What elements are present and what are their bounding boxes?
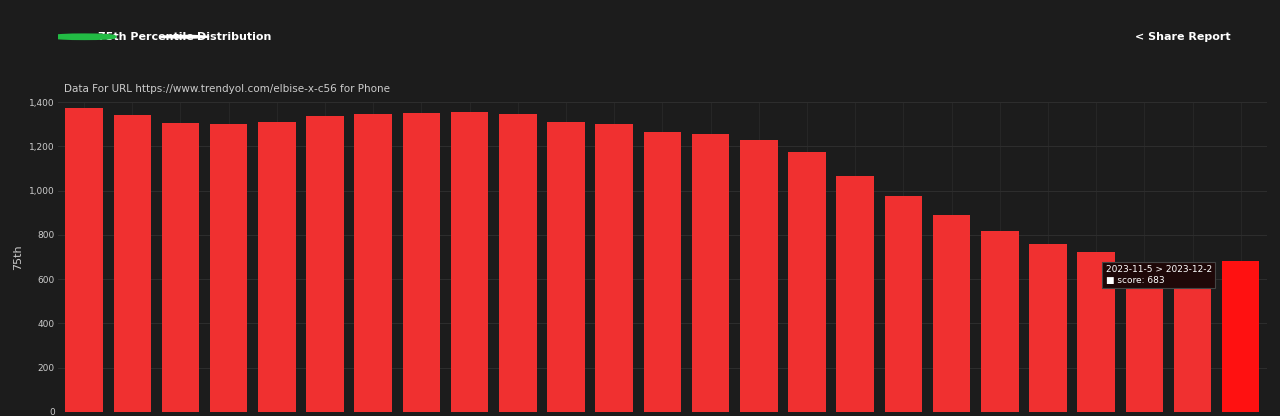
Text: Distribution: Distribution — [197, 32, 271, 42]
Bar — [259, 122, 296, 412]
Bar — [548, 122, 585, 412]
Bar — [1125, 288, 1164, 412]
Bar — [691, 134, 730, 412]
Bar — [933, 215, 970, 412]
Bar — [451, 112, 489, 412]
Circle shape — [160, 35, 209, 38]
Text: 75th Percentile: 75th Percentile — [97, 32, 193, 42]
Bar — [355, 114, 392, 412]
Bar — [644, 132, 681, 412]
Bar — [499, 114, 536, 412]
Bar — [595, 124, 634, 412]
Y-axis label: 75th: 75th — [14, 244, 23, 270]
Bar — [1222, 261, 1260, 412]
Text: 2023-11-5 > 2023-12-2
■ score: 683: 2023-11-5 > 2023-12-2 ■ score: 683 — [1106, 265, 1212, 285]
Bar — [210, 124, 247, 412]
Bar — [161, 123, 200, 412]
Text: < Share Report: < Share Report — [1135, 32, 1231, 42]
Bar — [980, 231, 1019, 412]
Text: Data For URL https://www.trendyol.com/elbise-x-c56 for Phone: Data For URL https://www.trendyol.com/el… — [64, 84, 389, 94]
Bar — [403, 113, 440, 412]
Bar — [836, 176, 874, 412]
Bar — [114, 115, 151, 412]
Bar — [1078, 253, 1115, 412]
Bar — [306, 116, 344, 412]
Bar — [740, 140, 777, 412]
Bar — [788, 152, 826, 412]
Bar — [65, 107, 102, 412]
Bar — [1029, 244, 1066, 412]
Bar — [1174, 286, 1211, 412]
Bar — [884, 196, 922, 412]
Circle shape — [72, 36, 96, 37]
